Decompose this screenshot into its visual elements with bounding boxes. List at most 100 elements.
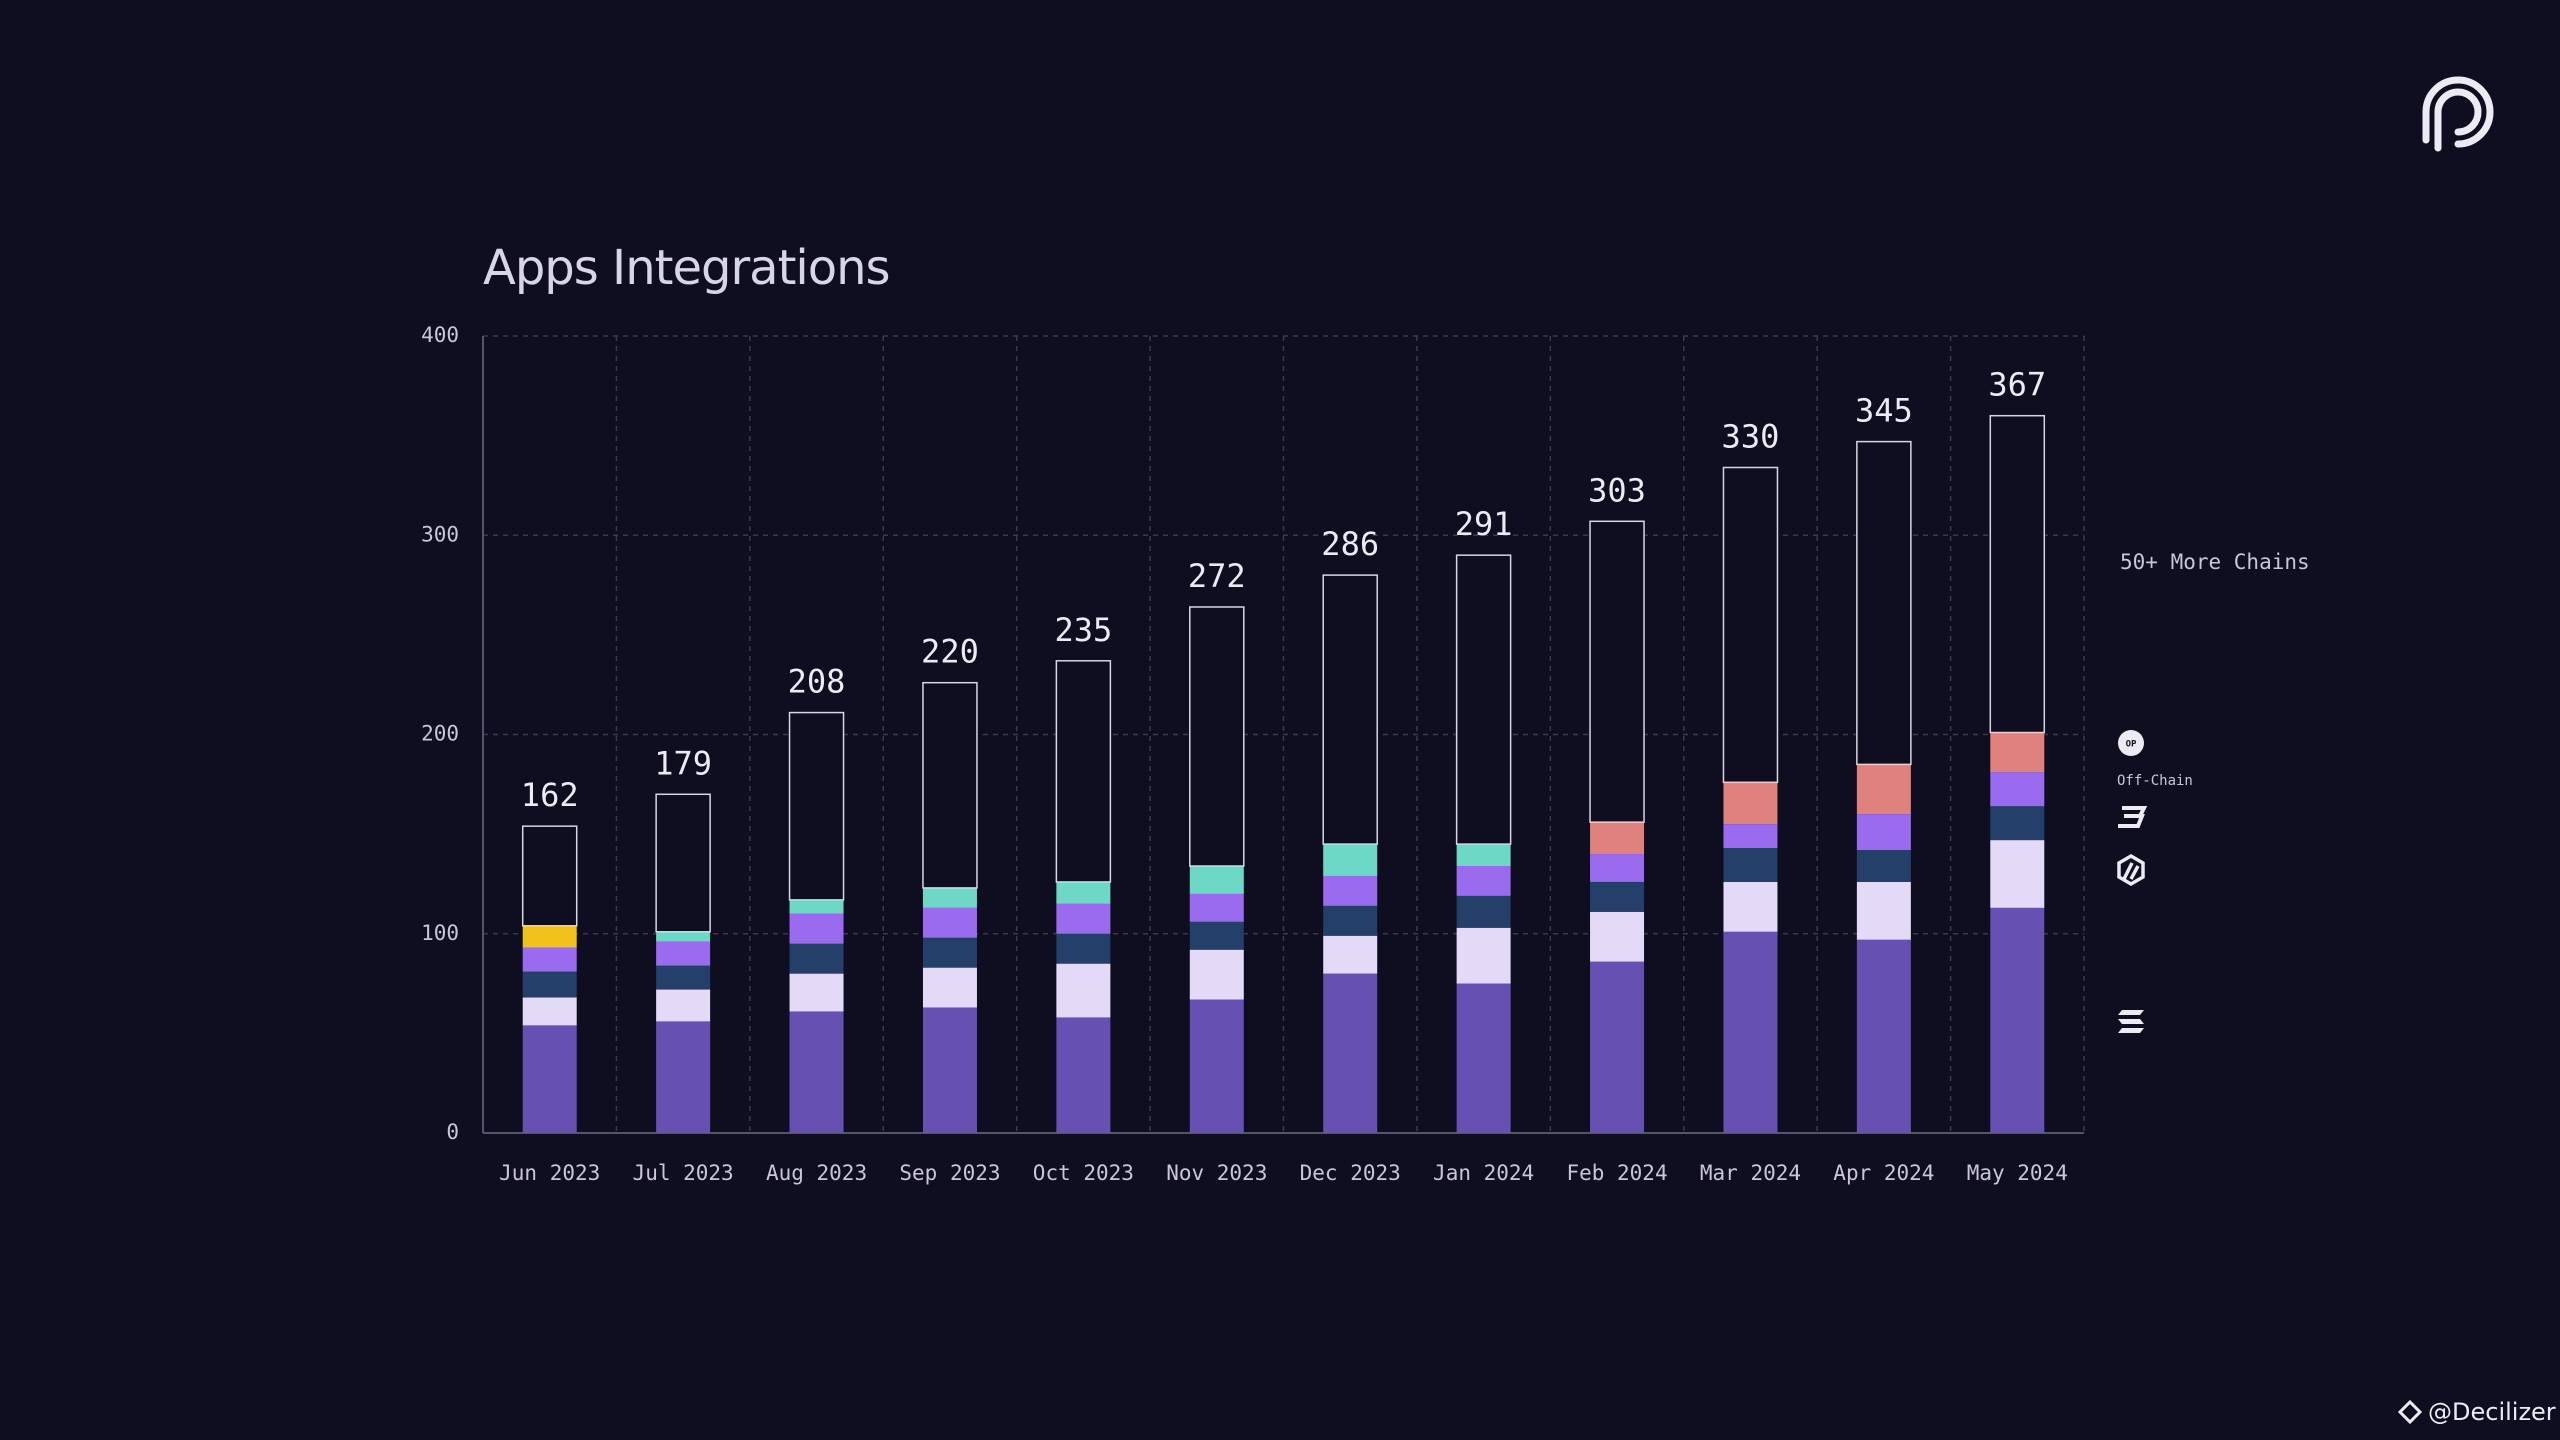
- bar-segment: [922, 887, 977, 908]
- bar-segment: [1456, 983, 1511, 1133]
- bar-segment: [922, 907, 977, 938]
- bar-segment: [1723, 931, 1778, 1133]
- total-label: 291: [1455, 505, 1513, 543]
- bar-segment: [1722, 466, 1779, 784]
- bar-segment: [1856, 440, 1912, 766]
- bar-segment: [1056, 963, 1111, 1018]
- x-tick-label: Sep 2023: [899, 1161, 1000, 1185]
- bar-segment: [1856, 881, 1911, 940]
- bar-segment: [1456, 844, 1511, 867]
- total-label: 272: [1188, 557, 1246, 595]
- y-tick-label: 400: [421, 323, 459, 347]
- bar-segment: [1590, 822, 1645, 855]
- bar-segment: [656, 965, 711, 990]
- total-label: 345: [1855, 392, 1913, 430]
- total-label: 286: [1321, 525, 1379, 563]
- bar-segment: [1189, 893, 1244, 922]
- bar-segment: [789, 943, 844, 974]
- bar-segment: [1189, 999, 1244, 1133]
- bar-segment: [1056, 881, 1111, 904]
- bar-segment: [522, 997, 577, 1026]
- total-label: 303: [1588, 471, 1646, 509]
- bar-segment: [1456, 927, 1511, 984]
- bar-segment: [1323, 973, 1378, 1133]
- bar-segment: [1189, 606, 1245, 867]
- bar-segment: [1723, 881, 1778, 932]
- x-tick-label: Oct 2023: [1033, 1161, 1134, 1185]
- bar-segment: [922, 1007, 977, 1133]
- bar-segment: [1990, 806, 2045, 841]
- x-tick-label: Apr 2024: [1833, 1161, 1934, 1185]
- y-tick-label: 100: [421, 921, 459, 945]
- bar-segment: [1990, 907, 2045, 1133]
- bar-segment: [1189, 949, 1244, 1000]
- watermark: @Decilizer: [2428, 1398, 2556, 1426]
- bar-segment: [1990, 772, 2045, 807]
- bar-segment: [1990, 732, 2045, 773]
- y-tick-label: 300: [421, 522, 459, 546]
- bar-segment: [656, 941, 711, 966]
- bar-segment: [1323, 905, 1378, 936]
- total-label: 330: [1722, 418, 1780, 456]
- bar-segment: [789, 973, 844, 1012]
- bar-segment: [1055, 660, 1112, 883]
- x-tick-label: Jul 2023: [633, 1161, 734, 1185]
- bar-segment: [1323, 935, 1378, 974]
- x-tick-label: Dec 2023: [1300, 1161, 1401, 1185]
- total-label: 367: [1988, 366, 2046, 404]
- bar-segment: [1323, 844, 1378, 876]
- bar-segment: [1723, 824, 1778, 849]
- bar-segment: [922, 967, 977, 1008]
- legend-label: Off-Chain: [2117, 773, 2193, 789]
- bar-segment: [1456, 895, 1511, 928]
- bar-segment: [789, 913, 844, 944]
- icon-glyph: OP: [2126, 740, 2137, 750]
- bar-segment: [522, 1025, 577, 1133]
- bar-segment: [1590, 881, 1645, 912]
- bar-segment: [1455, 554, 1512, 845]
- legend-icon-blast: [2118, 806, 2148, 828]
- bar-segment: [656, 989, 711, 1022]
- bar-segment: [656, 1021, 711, 1133]
- total-label: 235: [1054, 611, 1112, 649]
- bar-segment: [522, 971, 577, 998]
- bar-segment: [1723, 782, 1778, 825]
- x-tick-label: Jan 2024: [1433, 1161, 1534, 1185]
- bar-segment: [1590, 961, 1645, 1133]
- x-tick-label: Jun 2023: [499, 1161, 600, 1185]
- bar-segment: [1589, 520, 1645, 823]
- watermark-icon: [2397, 1399, 2423, 1425]
- bar-segment: [656, 931, 711, 942]
- x-tick-label: Mar 2024: [1700, 1161, 1801, 1185]
- bar-segment: [1590, 911, 1645, 962]
- bar-segment: [1056, 903, 1111, 934]
- x-tick-label: Feb 2024: [1566, 1161, 1667, 1185]
- bar-segment: [1989, 414, 2046, 734]
- legend-icon-arbitrum: [2117, 853, 2145, 887]
- total-label: 179: [654, 744, 712, 782]
- bar-segment: [788, 711, 845, 901]
- bar-segment: [922, 937, 977, 968]
- bar-segment: [522, 925, 577, 948]
- bar-segment: [1856, 814, 1911, 851]
- y-tick-label: 0: [446, 1120, 459, 1144]
- bar-segment: [1189, 921, 1244, 950]
- bar-segment: [922, 681, 978, 889]
- bar-segment: [789, 899, 844, 914]
- bar-segment: [521, 825, 578, 927]
- bar-segment: [789, 1011, 844, 1133]
- bar-segment: [655, 793, 711, 933]
- chart-title: Apps Integrations: [483, 240, 890, 296]
- bar-segment: [522, 947, 577, 972]
- bar-segment: [1590, 854, 1645, 882]
- legend-icon-op: OP: [2118, 730, 2144, 756]
- x-tick-label: May 2024: [1967, 1161, 2068, 1185]
- bar-segment: [1056, 1017, 1111, 1133]
- total-label: 162: [521, 776, 579, 814]
- bar-segment: [1323, 875, 1378, 906]
- legend-icon-solana: [2118, 1010, 2144, 1033]
- total-label: 208: [788, 663, 846, 701]
